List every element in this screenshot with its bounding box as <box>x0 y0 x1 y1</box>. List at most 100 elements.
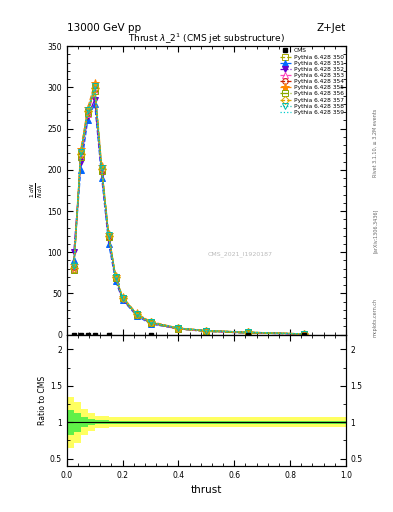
Pythia 6.428 352 <box>120 296 125 302</box>
Pythia 6.428 358 <box>113 274 118 280</box>
Bar <box>304 417 346 428</box>
Pythia 6.428 353 <box>72 267 76 273</box>
Pythia 6.428 350 <box>176 325 181 331</box>
Pythia 6.428 353 <box>99 168 104 175</box>
Pythia 6.428 353 <box>85 111 90 117</box>
Pythia 6.428 353 <box>302 331 307 337</box>
Pythia 6.428 359 <box>134 311 139 317</box>
Pythia 6.428 354 <box>113 274 118 280</box>
Pythia 6.428 357 <box>246 329 251 335</box>
Pythia 6.428 351 <box>113 278 118 284</box>
Bar <box>248 417 304 428</box>
Line: Pythia 6.428 350: Pythia 6.428 350 <box>71 84 307 337</box>
Pythia 6.428 354 <box>204 328 209 334</box>
Pythia 6.428 358 <box>176 325 181 331</box>
Pythia 6.428 351 <box>99 175 104 181</box>
Pythia 6.428 359 <box>72 266 76 272</box>
Pythia 6.428 355 <box>246 329 251 335</box>
Pythia 6.428 352 <box>72 249 76 255</box>
Line: Pythia 6.428 354: Pythia 6.428 354 <box>71 86 307 337</box>
Pythia 6.428 355 <box>148 318 153 325</box>
Pythia 6.428 351 <box>134 313 139 319</box>
Pythia 6.428 350 <box>148 319 153 326</box>
Bar <box>123 421 151 423</box>
Pythia 6.428 358 <box>134 311 139 317</box>
Bar <box>81 409 88 435</box>
Pythia 6.428 358 <box>79 150 83 156</box>
Pythia 6.428 350 <box>72 266 76 272</box>
Pythia 6.428 357 <box>113 274 118 280</box>
Pythia 6.428 354 <box>79 152 83 158</box>
Pythia 6.428 352 <box>134 312 139 318</box>
Pythia 6.428 356 <box>302 331 307 337</box>
Pythia 6.428 359 <box>246 329 251 335</box>
Bar <box>67 397 74 447</box>
Pythia 6.428 351 <box>106 241 111 247</box>
Pythia 6.428 350 <box>99 167 104 173</box>
Pythia 6.428 355 <box>113 273 118 279</box>
Pythia 6.428 352 <box>204 328 209 334</box>
Bar <box>206 421 248 423</box>
Pythia 6.428 356 <box>204 328 209 334</box>
Title: Thrust $\lambda$_2$^1$ (CMS jet substructure): Thrust $\lambda$_2$^1$ (CMS jet substruc… <box>128 32 285 46</box>
Bar <box>108 421 123 423</box>
Pythia 6.428 358 <box>302 331 307 337</box>
Pythia 6.428 352 <box>246 330 251 336</box>
Pythia 6.428 358 <box>92 83 97 90</box>
Pythia 6.428 356 <box>79 154 83 160</box>
Pythia 6.428 356 <box>92 88 97 94</box>
Text: Rivet 3.1.10, ≥ 3.2M events: Rivet 3.1.10, ≥ 3.2M events <box>373 109 378 178</box>
Pythia 6.428 359 <box>99 167 104 173</box>
Pythia 6.428 359 <box>302 331 307 337</box>
Pythia 6.428 355 <box>120 294 125 300</box>
Pythia 6.428 354 <box>176 325 181 331</box>
Text: [arXiv:1306.3436]: [arXiv:1306.3436] <box>373 208 378 252</box>
Pythia 6.428 359 <box>85 109 90 115</box>
CMS <box>92 332 97 338</box>
Pythia 6.428 354 <box>148 319 153 326</box>
Pythia 6.428 358 <box>72 263 76 269</box>
Text: mcplots.cern.ch: mcplots.cern.ch <box>373 298 378 337</box>
Pythia 6.428 356 <box>148 320 153 326</box>
Pythia 6.428 356 <box>72 267 76 273</box>
Pythia 6.428 357 <box>72 265 76 271</box>
Pythia 6.428 357 <box>79 151 83 157</box>
Bar <box>151 421 178 423</box>
Pythia 6.428 352 <box>176 326 181 332</box>
Bar <box>178 421 206 423</box>
Pythia 6.428 357 <box>106 232 111 239</box>
Pythia 6.428 353 <box>246 330 251 336</box>
Bar <box>74 402 81 442</box>
Pythia 6.428 351 <box>204 328 209 334</box>
Pythia 6.428 359 <box>148 319 153 326</box>
Pythia 6.428 350 <box>106 232 111 239</box>
Pythia 6.428 352 <box>85 113 90 119</box>
Pythia 6.428 350 <box>92 84 97 91</box>
Bar <box>178 417 206 428</box>
CMS <box>106 332 111 338</box>
CMS <box>72 332 76 338</box>
Line: Pythia 6.428 358: Pythia 6.428 358 <box>71 83 307 337</box>
Pythia 6.428 351 <box>72 258 76 264</box>
Pythia 6.428 355 <box>85 105 90 111</box>
Pythia 6.428 351 <box>176 326 181 332</box>
Pythia 6.428 353 <box>134 312 139 318</box>
Pythia 6.428 358 <box>106 232 111 238</box>
Pythia 6.428 354 <box>246 329 251 335</box>
Line: Pythia 6.428 359: Pythia 6.428 359 <box>74 88 304 334</box>
Pythia 6.428 355 <box>72 262 76 268</box>
Pythia 6.428 351 <box>85 117 90 123</box>
Bar <box>108 417 123 428</box>
Text: Z+Jet: Z+Jet <box>317 23 346 33</box>
Line: CMS: CMS <box>72 333 306 337</box>
Y-axis label: $\frac{1}{N}\frac{dN}{d\lambda}$: $\frac{1}{N}\frac{dN}{d\lambda}$ <box>28 183 44 198</box>
Pythia 6.428 352 <box>99 171 104 177</box>
Bar <box>248 421 304 423</box>
CMS <box>79 332 83 338</box>
Pythia 6.428 356 <box>246 330 251 336</box>
Pythia 6.428 358 <box>148 319 153 326</box>
Pythia 6.428 357 <box>176 325 181 331</box>
Pythia 6.428 354 <box>106 233 111 240</box>
Pythia 6.428 353 <box>120 295 125 302</box>
Pythia 6.428 357 <box>92 85 97 91</box>
